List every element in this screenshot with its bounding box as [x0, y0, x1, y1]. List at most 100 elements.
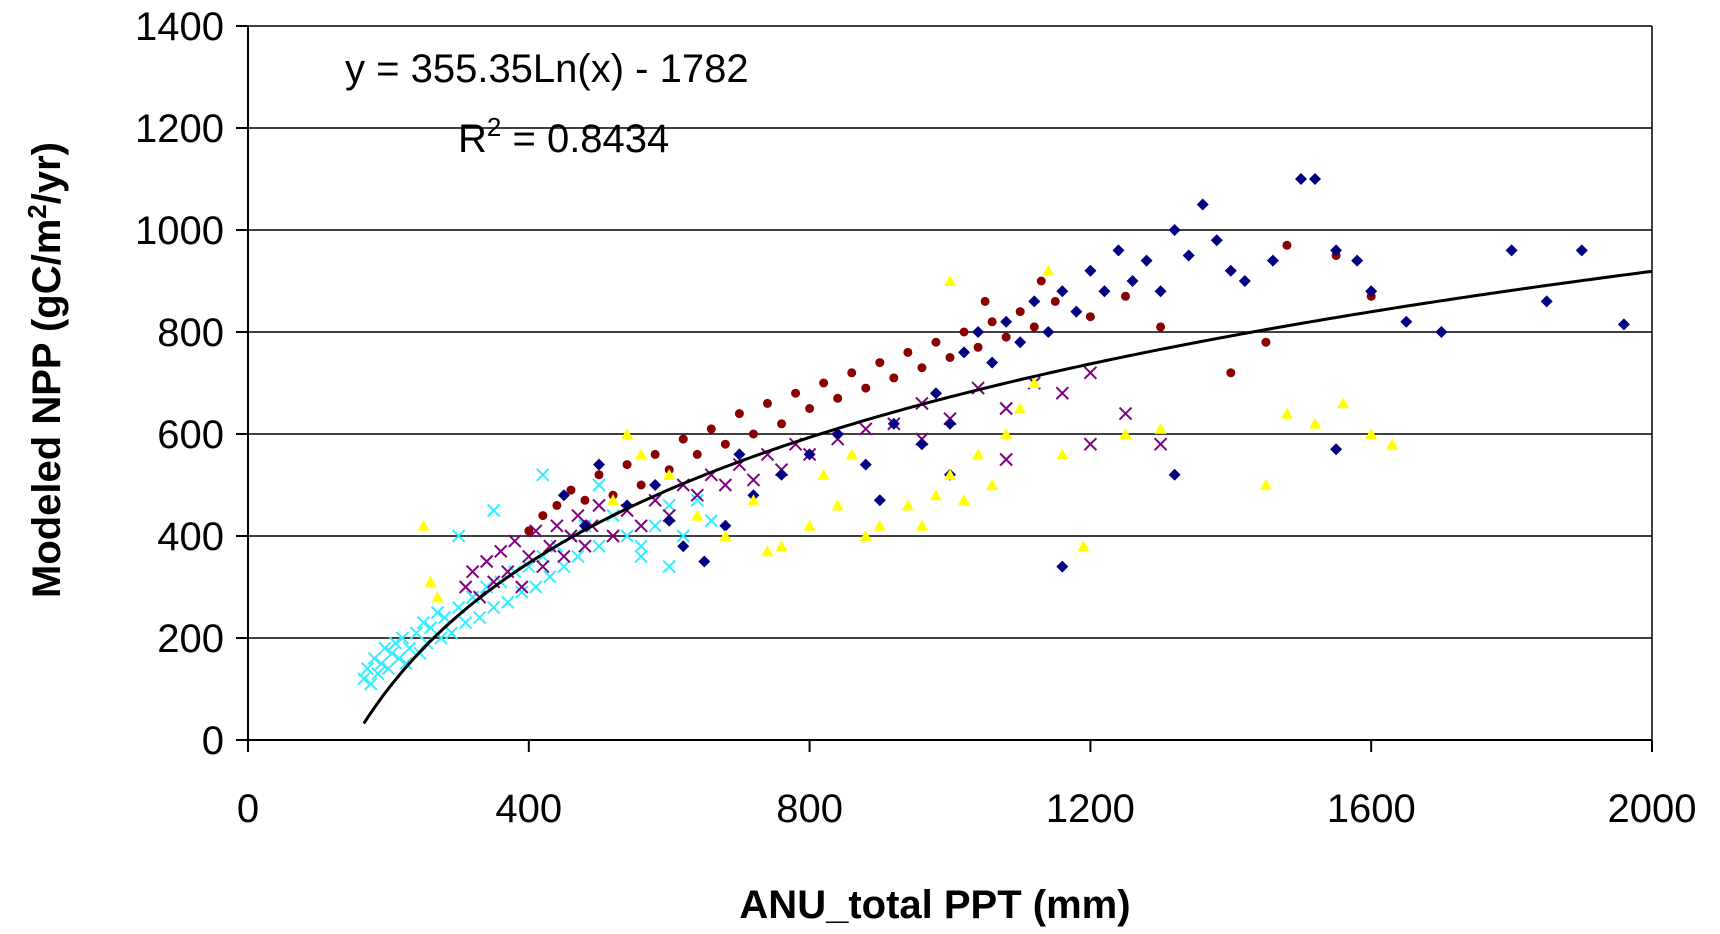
data-point-circle [1001, 332, 1011, 342]
data-point-diamond [915, 438, 928, 451]
data-point-triangle [845, 448, 858, 460]
y-tick-label: 1400 [135, 5, 224, 49]
data-point-triangle [1259, 479, 1272, 490]
data-point-triangle [607, 494, 620, 506]
data-point-triangle [1077, 540, 1090, 552]
data-point-diamond [1365, 285, 1378, 298]
data-point-circle [1085, 312, 1095, 322]
data-point-diamond [1540, 295, 1553, 308]
data-point-circle [1282, 240, 1292, 250]
data-point-triangle [691, 509, 704, 521]
data-point-x [592, 478, 606, 492]
data-point-x [662, 559, 676, 574]
y-tick-label: 800 [157, 311, 224, 355]
data-point-diamond [1098, 285, 1111, 298]
data-point-triangle [424, 575, 437, 587]
data-point-diamond [1000, 315, 1013, 328]
data-point-circle [566, 485, 576, 495]
data-point-x [416, 615, 431, 630]
data-point-x [430, 605, 445, 620]
trendline [362, 269, 1653, 725]
data-point-diamond [1196, 198, 1209, 211]
data-point-triangle [417, 519, 430, 531]
data-point-x [571, 508, 585, 523]
data-point-triangle [944, 275, 956, 286]
data-point-x [634, 539, 648, 553]
data-point-diamond [1112, 244, 1125, 257]
data-point-triangle [929, 489, 942, 501]
data-point-diamond [1056, 560, 1069, 573]
labels-layer: 0 200 400 600 800 1000 1200 1400 0 400 800 1200 1600… [135, 5, 1696, 831]
data-point-diamond [1505, 244, 1518, 257]
data-point-circle [777, 419, 787, 429]
x-tick-label: 1600 [1327, 787, 1416, 831]
data-point-x [1083, 437, 1098, 451]
data-point-x [423, 621, 438, 635]
r-squared-superscript: 2 [487, 112, 501, 142]
data-point-triangle [859, 530, 872, 541]
data-point-diamond [1238, 275, 1251, 287]
data-point-x [718, 478, 733, 492]
data-point-x [444, 626, 459, 640]
data-point-triangle [1119, 428, 1132, 439]
data-point-x [634, 519, 648, 533]
data-point-x [543, 539, 557, 553]
data-point-circle [1226, 368, 1236, 378]
data-point-circle [594, 470, 604, 480]
data-point-triangle [831, 499, 844, 511]
data-point-x [378, 641, 392, 655]
r-squared-prefix: R [458, 117, 487, 161]
data-point-x [620, 529, 634, 543]
data-point-circle [1050, 296, 1060, 306]
data-point-diamond [1224, 264, 1237, 277]
data-point-circle [875, 358, 885, 368]
data-point-x [690, 488, 704, 502]
data-point-x [357, 672, 371, 686]
y-axis-title-main: Modeled NPP (gC/m [25, 219, 69, 598]
data-point-triangle [873, 519, 886, 531]
data-point-x [374, 656, 389, 671]
data-point-x [385, 646, 399, 661]
data-point-circle [692, 449, 702, 459]
data-point-x [1083, 366, 1098, 380]
data-point-x [1055, 386, 1070, 400]
data-point-x [676, 529, 690, 543]
data-point-x [458, 615, 473, 630]
x-tick-label: 0 [237, 787, 259, 831]
data-point-triangle [775, 540, 788, 552]
data-point-circle [538, 511, 548, 521]
data-point-diamond [1084, 264, 1097, 277]
data-point-x [508, 534, 522, 548]
data-point-x [592, 498, 606, 513]
data-point-x [536, 559, 550, 574]
data-point-x [437, 610, 452, 625]
data-point-x [690, 493, 704, 508]
data-point-circle [833, 393, 843, 403]
data-point-diamond [972, 326, 985, 338]
y-axis-title-tail: /yr) [25, 142, 69, 204]
data-point-circle [524, 526, 534, 536]
data-point-triangle [803, 519, 816, 531]
data-point-circle [580, 495, 590, 505]
data-point-x [381, 661, 396, 676]
data-point-diamond [1126, 275, 1139, 287]
data-point-diamond [1042, 326, 1055, 338]
data-point-triangle [817, 468, 830, 480]
data-point-diamond [1210, 234, 1223, 247]
data-point-diamond [557, 489, 570, 502]
data-point-diamond [1400, 315, 1413, 328]
data-point-diamond [1309, 173, 1322, 185]
data-point-circle [861, 383, 871, 393]
data-point-x [515, 580, 529, 594]
data-point-x [399, 656, 413, 671]
x-axis-title: ANU_total PPT (mm) [739, 883, 1130, 927]
data-point-triangle [1154, 422, 1167, 434]
data-point-x [1153, 437, 1168, 451]
data-point-triangle [1386, 438, 1399, 450]
data-point-circle [636, 480, 646, 490]
data-point-x [364, 677, 378, 691]
data-point-circle [1121, 291, 1130, 301]
data-point-x [578, 539, 592, 553]
data-point-triangle [747, 494, 760, 506]
data-point-triangle [635, 448, 648, 460]
